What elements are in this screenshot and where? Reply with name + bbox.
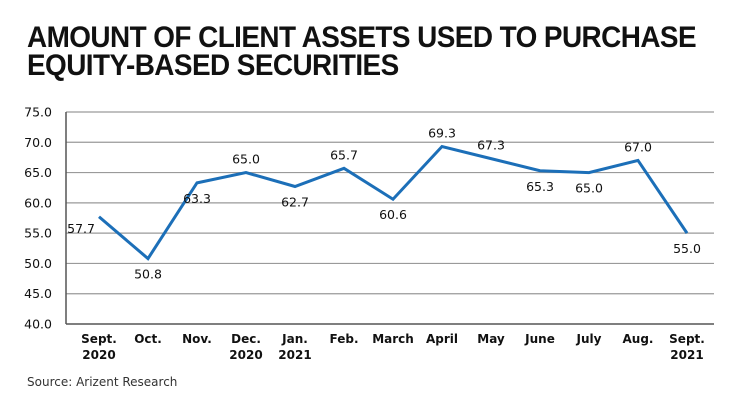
x-tick-label: Oct. — [134, 332, 162, 346]
x-tick-label: Nov. — [182, 332, 212, 346]
data-label: 65.3 — [526, 179, 554, 194]
y-tick-label: 75.0 — [24, 105, 52, 120]
x-tick-label: Sept. 2021 — [669, 332, 705, 362]
x-axis: Sept. 2020 Oct. Nov. Dec. 2020 Jan. 2021 Feb. Mar… — [81, 332, 705, 362]
x-tick-label: Feb. — [330, 332, 359, 346]
y-tick-label: 50.0 — [24, 256, 52, 271]
chart-title-line-2: EQUITY-BASED SECURITIES — [27, 49, 399, 82]
y-tick-label: 70.0 — [24, 135, 52, 150]
data-label: 50.8 — [134, 267, 162, 282]
gridlines — [66, 111, 714, 325]
data-label: 57.7 — [67, 221, 95, 236]
x-tick-label: June — [524, 332, 555, 346]
y-axis: 40.0 45.0 50.0 55.0 60.0 65.0 70.0 75.0 — [24, 105, 67, 332]
y-tick-label: 45.0 — [24, 286, 52, 301]
data-label: 65.7 — [330, 147, 358, 162]
data-label: 63.3 — [183, 191, 211, 206]
y-tick-label: 55.0 — [24, 226, 52, 241]
x-tick-label: May — [477, 332, 505, 346]
data-label: 65.0 — [232, 152, 260, 167]
x-tick-label: July — [576, 332, 602, 346]
data-labels: 57.7 50.8 63.3 65.0 62.7 65.7 60.6 69.3 67.3 65.3… — [67, 126, 701, 282]
y-tick-label: 65.0 — [24, 165, 52, 180]
data-label: 62.7 — [281, 195, 309, 210]
chart-title: AMOUNT OF CLIENT ASSETS USED TO PURCHASE… — [27, 21, 697, 82]
data-label: 69.3 — [428, 126, 456, 141]
x-tick-label: Aug. — [623, 332, 654, 346]
x-tick-label: Jan. 2021 — [278, 332, 311, 362]
data-label: 55.0 — [673, 241, 701, 256]
data-label: 65.0 — [575, 181, 603, 196]
data-label: 67.0 — [624, 139, 652, 154]
data-label: 60.6 — [379, 207, 407, 222]
source-note: Source: Arizent Research — [27, 375, 178, 389]
x-tick-label: Dec. 2020 — [229, 332, 262, 362]
y-tick-label: 40.0 — [24, 317, 52, 332]
chart-title-line-1: AMOUNT OF CLIENT ASSETS USED TO PURCHASE — [27, 21, 697, 54]
data-label: 67.3 — [477, 138, 505, 153]
y-tick-label: 60.0 — [24, 195, 52, 210]
x-tick-label: March — [372, 332, 414, 346]
x-tick-label: Sept. 2020 — [81, 332, 117, 362]
x-tick-label: April — [426, 332, 458, 346]
data-series — [98, 144, 689, 261]
